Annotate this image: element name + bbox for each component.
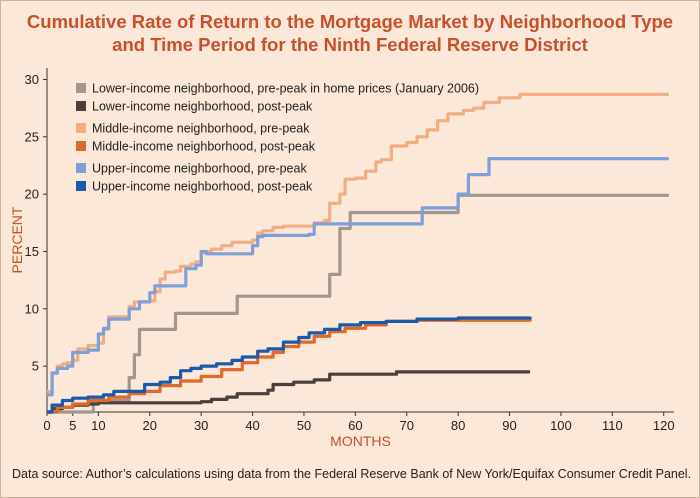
chart-title: Cumulative Rate of Return to the Mortgag…: [0, 10, 700, 56]
legend-swatch-4: [76, 141, 86, 151]
x-axis-label: MONTHS: [330, 433, 391, 449]
x-tick-label: 50: [297, 418, 311, 433]
series-line-6: [47, 316, 532, 414]
x-tick-label: 0: [43, 418, 50, 433]
legend-label-5: Upper-income neighborhood, pre-peak: [92, 162, 307, 176]
x-tick-label: 40: [245, 418, 259, 433]
y-tick-label: 15: [25, 244, 39, 259]
legend-label-1: Lower-income neighborhood, pre-peak in h…: [92, 82, 479, 96]
y-tick-label: 5: [32, 359, 39, 374]
x-tick-label: 10: [91, 418, 105, 433]
x-tick-label: 60: [348, 418, 362, 433]
x-tick-label: 100: [550, 418, 572, 433]
legend-swatch-3: [76, 123, 86, 133]
x-tick-label: 90: [502, 418, 516, 433]
series-line-3: [47, 92, 669, 393]
series-layer: [47, 92, 669, 414]
legend-swatch-6: [76, 181, 86, 191]
x-tick-label: 70: [400, 418, 414, 433]
y-tick-label: 10: [25, 301, 39, 316]
x-tick-label: 80: [451, 418, 465, 433]
legend-swatch-1: [76, 83, 86, 93]
x-tick-label: 110: [602, 418, 623, 433]
x-tick-label: 20: [143, 418, 157, 433]
series-line-5: [47, 157, 669, 397]
chart-title-line2: and Time Period for the Ninth Federal Re…: [112, 34, 588, 55]
legend: Lower-income neighborhood, pre-peak in h…: [76, 82, 479, 194]
legend-swatch-2: [76, 101, 86, 111]
legend-label-4: Middle-income neighborhood, post-peak: [92, 140, 316, 154]
legend-swatch-5: [76, 163, 86, 173]
legend-label-3: Middle-income neighborhood, pre-peak: [92, 122, 310, 136]
series-line-4: [47, 318, 532, 414]
y-tick-label: 30: [25, 72, 39, 87]
x-tick-label: 5: [69, 418, 76, 433]
axes: 5 10 15 20 25 30 0 5 10 20 30 40 50 60 70 80 90 100 110 120…: [9, 68, 675, 449]
y-axis-label: PERCENT: [9, 206, 25, 273]
data-source-note: Data source: Author’s calculations using…: [12, 467, 692, 481]
y-tick-label: 25: [25, 129, 39, 144]
chart-title-line1: Cumulative Rate of Return to the Mortgag…: [26, 11, 674, 32]
y-tick-label: 20: [25, 187, 39, 202]
x-tick-label: 120: [653, 418, 675, 433]
legend-label-2: Lower-income neighborhood, post-peak: [92, 100, 313, 114]
legend-label-6: Upper-income neighborhood, post-peak: [92, 180, 313, 194]
x-tick-label: 30: [194, 418, 208, 433]
